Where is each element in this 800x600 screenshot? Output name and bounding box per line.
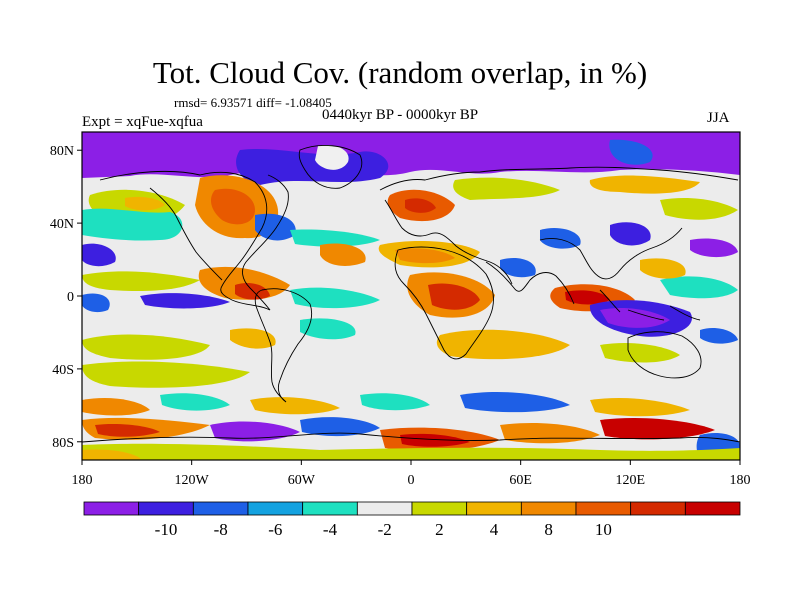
colorbar-swatch	[630, 501, 686, 516]
latitude-axis: 80N 40N 0 40S 80S	[50, 144, 82, 451]
colorbar-swatch	[192, 501, 249, 516]
lon-tick-label: 60W	[288, 473, 316, 488]
colorbar-swatch	[138, 501, 194, 516]
stats-label: rmsd= 6.93571 diff= -1.08405	[174, 95, 332, 110]
colorbar-label: -8	[214, 520, 228, 539]
cloud-cover-field	[82, 132, 740, 460]
colorbar-swatch	[83, 501, 140, 516]
colorbar: -10 -8 -6 -4 -2 2 4 8 10	[83, 501, 741, 539]
colorbar-swatch	[411, 501, 468, 516]
colorbar-label: 2	[435, 520, 444, 539]
experiment-label: Expt = xqFue-xqfua	[82, 114, 203, 130]
colorbar-label: -6	[268, 520, 282, 539]
colorbar-swatch	[684, 501, 741, 516]
colorbar-label: 8	[544, 520, 553, 539]
longitude-axis: 180 120W 60W 0 60E 120E 180	[72, 460, 751, 488]
season-label: JJA	[707, 110, 730, 126]
lat-tick-label: 80N	[50, 144, 74, 159]
colorbar-label: -4	[323, 520, 338, 539]
colorbar-swatch	[302, 501, 358, 516]
colorbar-swatch	[575, 501, 632, 516]
period-label: 0440kyr BP - 0000kyr BP	[322, 107, 479, 123]
lat-tick-label: 40S	[52, 363, 74, 378]
lon-tick-label: 120E	[616, 473, 646, 488]
lon-tick-label: 180	[730, 473, 751, 488]
lon-tick-label: 180	[72, 473, 93, 488]
colorbar-label: 10	[595, 520, 612, 539]
colorbar-label: -10	[155, 520, 178, 539]
lat-tick-label: 40N	[50, 217, 74, 232]
lon-tick-label: 0	[408, 473, 415, 488]
colorbar-label: 4	[490, 520, 499, 539]
colorbar-swatch	[356, 501, 413, 516]
lon-tick-label: 120W	[175, 473, 210, 488]
chart-title: Tot. Cloud Cov. (random overlap, in %)	[152, 55, 648, 90]
lon-tick-label: 60E	[509, 473, 532, 488]
colorbar-label: -2	[378, 520, 392, 539]
lat-tick-label: 0	[67, 290, 74, 305]
colorbar-swatch	[247, 501, 304, 516]
colorbar-swatch	[466, 501, 522, 516]
coastlines	[82, 145, 740, 443]
colorbar-swatch	[520, 501, 577, 516]
lat-tick-label: 80S	[52, 436, 74, 451]
